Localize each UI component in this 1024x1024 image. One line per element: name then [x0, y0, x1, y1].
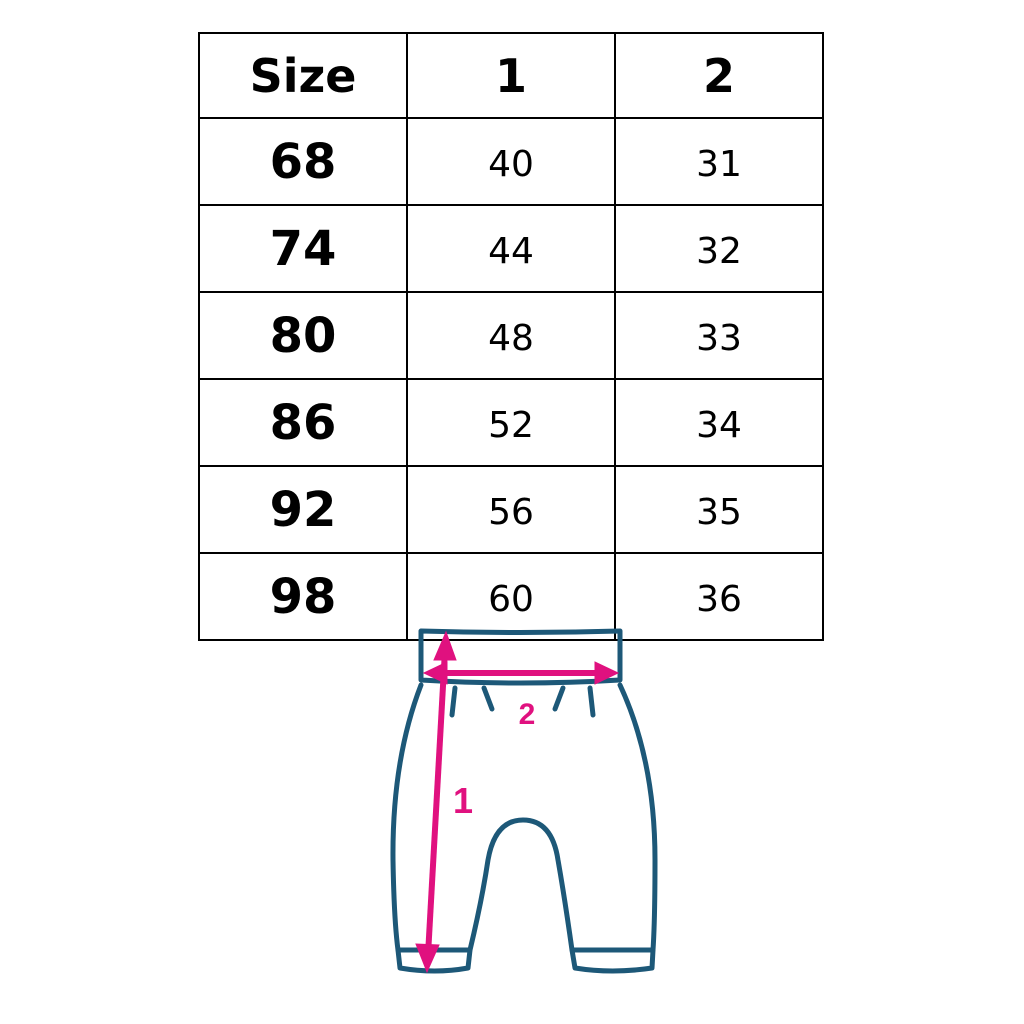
measure-1-cell: 52	[406, 378, 616, 467]
measure-2-cell: 32	[614, 204, 824, 293]
pleat	[481, 685, 495, 712]
size-cell: 86	[198, 378, 408, 467]
arrow-head-icon	[415, 943, 440, 974]
measure-2-cell: 34	[614, 378, 824, 467]
width-label: 2	[519, 698, 536, 731]
header-measure-2: 2	[614, 32, 824, 119]
header-measure-1: 1	[406, 32, 616, 119]
pleat	[587, 685, 596, 718]
size-cell: 74	[198, 204, 408, 293]
table-row: 86 52 34	[198, 378, 824, 467]
table-row: 98 60 36	[198, 552, 824, 641]
arrow-head-icon	[433, 630, 457, 661]
arrow-head-icon	[594, 661, 620, 685]
measure-2-cell: 31	[614, 117, 824, 206]
size-cell: 92	[198, 465, 408, 554]
measure-2-cell: 33	[614, 291, 824, 380]
size-chart-table: Size 1 2 68 40 31 74 44 32 80 48 33 86 52 34 92 56 35 9…	[198, 32, 824, 641]
pants-outline	[390, 628, 658, 974]
pleat	[449, 685, 458, 718]
measure-2-cell: 35	[614, 465, 824, 554]
waistband	[418, 628, 623, 686]
length-arrow-line	[425, 649, 448, 956]
table-row: 92 56 35	[198, 465, 824, 554]
size-cell: 80	[198, 291, 408, 380]
left-leg-outer	[390, 682, 424, 953]
crotch-arch	[467, 817, 575, 953]
table-header-row: Size 1 2	[198, 32, 824, 119]
pleat	[552, 685, 566, 712]
header-size: Size	[198, 32, 408, 119]
left-cuff	[395, 947, 473, 974]
right-leg-outer	[617, 682, 658, 953]
size-cell: 98	[198, 552, 408, 641]
measure-1-cell: 56	[406, 465, 616, 554]
table-row: 74 44 32	[198, 204, 824, 293]
table-row: 68 40 31	[198, 117, 824, 206]
right-cuff	[569, 947, 656, 974]
measurement-arrows	[415, 630, 620, 974]
measure-1-cell: 48	[406, 291, 616, 380]
measure-2-cell: 36	[614, 552, 824, 641]
size-cell: 68	[198, 117, 408, 206]
length-label: 1	[453, 780, 473, 821]
measure-1-cell: 60	[406, 552, 616, 641]
table-row: 80 48 33	[198, 291, 824, 380]
measure-1-cell: 44	[406, 204, 616, 293]
arrow-head-icon	[422, 661, 448, 685]
measure-1-cell: 40	[406, 117, 616, 206]
